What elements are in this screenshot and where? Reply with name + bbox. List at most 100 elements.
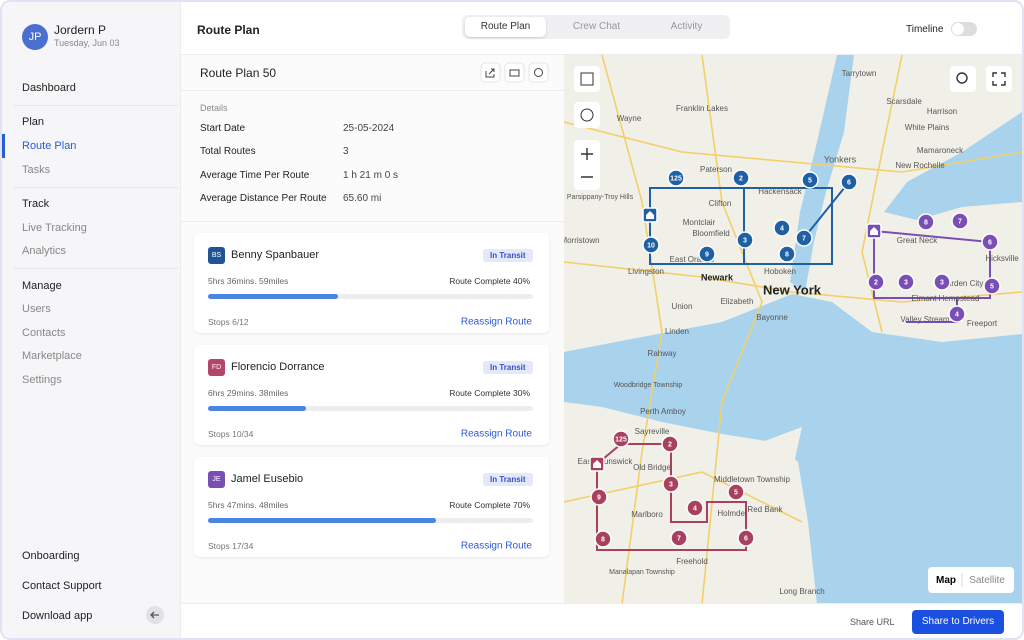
stop-label[interactable]: 6 <box>847 179 851 186</box>
share-button[interactable]: Share to Drivers <box>912 610 1004 634</box>
stop-label[interactable]: 5 <box>808 177 812 184</box>
reassign-link[interactable]: Reassign Route <box>460 540 532 552</box>
nav-item[interactable]: Contact Support <box>22 580 102 592</box>
fullscreen-button[interactable] <box>986 66 1012 92</box>
place-label: Montclair <box>683 218 716 227</box>
collapse-button[interactable] <box>146 606 164 624</box>
status-badge: In Transit <box>483 361 533 374</box>
sandy-hook <box>762 427 802 472</box>
driver-card: BS Benny Spanbauer In Transit 5hrs 36mins. … <box>194 233 549 333</box>
nav-item[interactable]: Contacts <box>22 327 66 339</box>
nav-item[interactable]: Analytics <box>22 245 67 257</box>
stop-label[interactable]: 5 <box>990 283 994 290</box>
tab[interactable]: Route Plan <box>480 21 531 32</box>
detail-value: 3 <box>343 146 349 158</box>
user-date: Tuesday, Jun 03 <box>54 38 120 48</box>
place-label: Freeport <box>967 319 998 328</box>
driver-stats: 6hrs 29mins. 38miles <box>208 388 289 398</box>
divider <box>14 105 178 106</box>
progress-bar <box>208 518 436 523</box>
detail-value: 65.60 mi <box>343 192 382 204</box>
markers: 125 2 5 6 4 7 3 8 9 10 8 7 6 2 3 3 5 4 125 2 3 4 5 6 7 8 9 <box>589 169 1001 548</box>
map[interactable]: New York Newark Yonkers Paterson Clifton Mont… <box>564 55 1022 604</box>
driver-card: FD Florencio Dorrance In Transit 6hrs 29min… <box>194 345 549 445</box>
plan-title: Route Plan 50 <box>200 66 277 80</box>
nav-item[interactable]: Route Plan <box>22 140 77 152</box>
stop-label[interactable]: 9 <box>597 494 601 501</box>
stop-label[interactable]: 3 <box>940 279 944 286</box>
stop-marker <box>801 171 819 189</box>
place-label: White Plains <box>905 123 949 132</box>
stop-label[interactable]: 3 <box>669 481 673 488</box>
reassign-link[interactable]: Reassign Route <box>460 316 532 328</box>
stop-label[interactable]: 8 <box>785 251 789 258</box>
nav-item[interactable]: Onboarding <box>22 550 80 562</box>
stop-label[interactable]: 4 <box>693 505 697 512</box>
route-complete: Route Complete 30% <box>449 388 530 398</box>
nav-section: Manage <box>22 280 62 292</box>
stop-label[interactable]: 7 <box>958 218 962 225</box>
nav-item[interactable]: Download app <box>22 610 93 622</box>
stop-label[interactable]: 8 <box>601 536 605 543</box>
place-label: Wayne <box>617 114 642 123</box>
place-labels: New York Newark Yonkers Paterson Clifton Mont… <box>564 69 1019 596</box>
stop-label[interactable]: 6 <box>988 239 992 246</box>
status-badge: In Transit <box>483 473 533 486</box>
place-label: Old Bridge <box>633 463 671 472</box>
stop-label[interactable]: 2 <box>668 441 672 448</box>
roads <box>564 55 1022 604</box>
nav-item[interactable]: Marketplace <box>22 350 82 362</box>
stop-label[interactable]: 2 <box>874 279 878 286</box>
map-mode[interactable]: Satellite <box>969 575 1005 586</box>
stop-label[interactable]: 6 <box>744 535 748 542</box>
place-label: Bayonne <box>756 313 788 322</box>
driver-card: JE Jamel Eusebio In Transit 5hrs 47mins. 48… <box>194 457 549 557</box>
reassign-link[interactable]: Reassign Route <box>460 428 532 440</box>
toggle[interactable] <box>951 22 977 36</box>
stop-label[interactable]: 9 <box>705 251 709 258</box>
active-indicator <box>2 134 5 158</box>
stop-label[interactable]: 3 <box>904 279 908 286</box>
search-button[interactable] <box>950 66 976 92</box>
stop-marker <box>642 236 660 254</box>
stop-label[interactable]: 125 <box>670 175 682 182</box>
place-label: East Brunswick <box>578 457 634 466</box>
place-label: Hempstead <box>939 294 980 303</box>
stop-label[interactable]: 7 <box>677 535 681 542</box>
sound <box>884 112 1022 220</box>
arrow-icon <box>150 611 159 619</box>
nav-item[interactable]: Live Tracking <box>22 222 87 234</box>
driver-avatar: FD <box>208 359 225 376</box>
detail-value: 1 h 21 m 0 s <box>343 169 399 181</box>
stop-label[interactable]: 4 <box>955 311 959 318</box>
driver-name: Jamel Eusebio <box>231 473 304 485</box>
stop-label[interactable]: 10 <box>647 242 655 249</box>
avatar[interactable]: JP <box>22 24 48 50</box>
progress-bar <box>208 294 338 299</box>
tab[interactable]: Activity <box>670 21 703 32</box>
divider <box>181 90 564 91</box>
settings-button[interactable] <box>528 62 549 83</box>
share-url[interactable]: Share URL <box>850 617 895 627</box>
divider <box>14 268 178 269</box>
tab[interactable]: Crew Chat <box>572 21 621 32</box>
map-mode[interactable]: Map <box>936 575 956 586</box>
nav-item[interactable]: Tasks <box>22 164 51 176</box>
stop-label[interactable]: 8 <box>924 219 928 226</box>
stop-label[interactable]: 125 <box>615 436 627 443</box>
driver-name: Benny Spanbauer <box>231 249 320 261</box>
stop-label[interactable]: 2 <box>739 175 743 182</box>
zoom-control[interactable] <box>574 140 600 190</box>
stop-label[interactable]: 7 <box>802 235 806 242</box>
select-tool[interactable] <box>574 66 600 92</box>
stop-label[interactable]: 3 <box>743 237 747 244</box>
stop-label[interactable]: 4 <box>780 225 784 232</box>
stop-marker <box>670 529 688 547</box>
stop-label[interactable]: 5 <box>734 489 738 496</box>
nav-item[interactable]: Dashboard <box>22 82 76 94</box>
nav-item[interactable]: Users <box>22 303 51 315</box>
stop-marker <box>590 488 608 506</box>
nav-item[interactable]: Settings <box>22 374 62 386</box>
print-button[interactable] <box>504 62 525 83</box>
locate-button[interactable] <box>574 102 600 128</box>
